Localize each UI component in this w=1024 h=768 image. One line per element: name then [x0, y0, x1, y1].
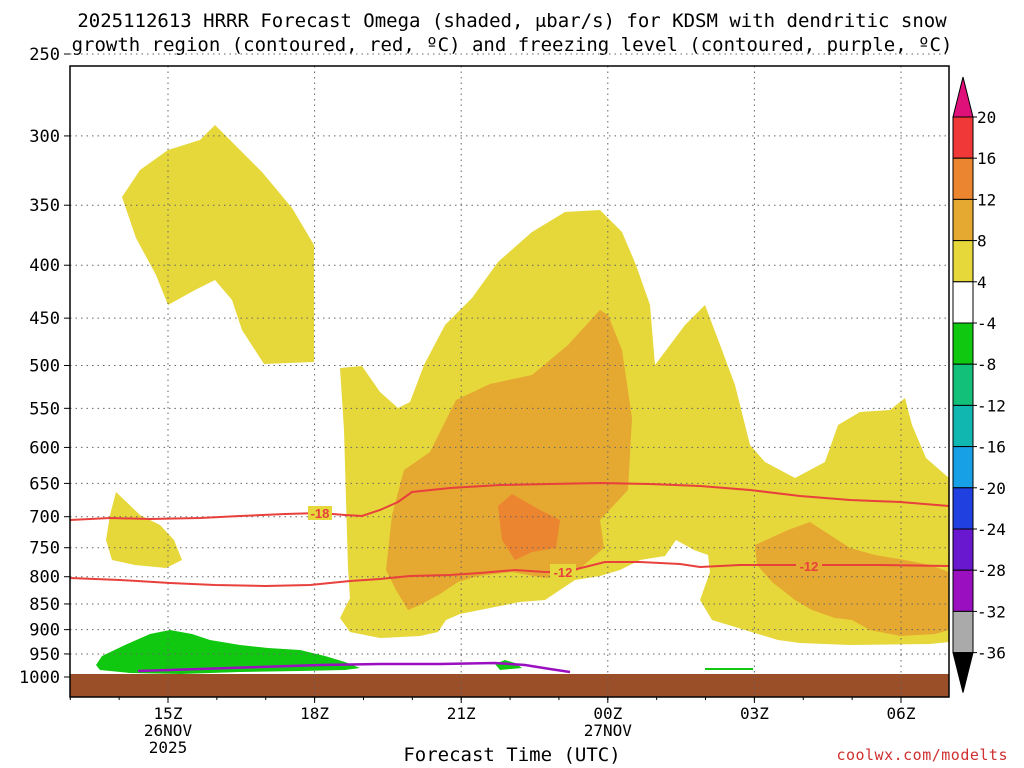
contour-label-bg-3	[796, 558, 822, 572]
credit-text: coolwx.com/modelts	[836, 746, 1008, 764]
y-tick-label: 400	[29, 256, 60, 276]
colorbar-label: -16	[977, 438, 1006, 457]
colorbar-swatch	[952, 569, 974, 612]
omega-region-orange-right	[755, 522, 949, 636]
omega-region-green-left	[96, 630, 360, 674]
x-tick-date: 27NOV	[584, 721, 633, 740]
y-tick-label: 900	[29, 621, 60, 641]
colorbar-label: 20	[977, 108, 996, 127]
y-tick-label: 450	[29, 309, 60, 329]
colorbar-label: 8	[977, 232, 987, 251]
colorbar-label: 4	[977, 273, 987, 292]
y-tick-label: 650	[29, 474, 60, 494]
contour-labels: -18 -12 -12	[308, 506, 822, 580]
colorbar-label: 12	[977, 190, 996, 209]
contour-minus-12	[69, 561, 950, 588]
y-tick-label: 800	[29, 568, 60, 588]
y-tick-label: 550	[29, 399, 60, 419]
y-tick-label: 350	[29, 196, 60, 216]
colorbar-swatch	[952, 528, 974, 571]
colorbar-label: -28	[977, 561, 1006, 580]
y-tick-label: 600	[29, 438, 60, 458]
colorbar-swatch	[952, 322, 974, 365]
y-tick-label: 850	[29, 595, 60, 615]
y-axis: 250 300 350 400 450 500 550 600 650 700 750 800 850 9…	[19, 45, 70, 688]
colorbar-label: -8	[977, 355, 996, 374]
x-tick-label: 00Z	[593, 704, 622, 723]
contour-label-minus-12-b: -12	[800, 559, 819, 574]
colorbar-swatch	[952, 363, 974, 406]
x-tick-date: 26NOV	[144, 721, 193, 740]
x-axis-label: Forecast Time (UTC)	[403, 744, 621, 766]
colorbar-swatch	[952, 610, 974, 654]
colorbar-swatch	[952, 116, 974, 159]
omega-region-green-right	[705, 668, 753, 670]
freezing-level-contour	[137, 661, 571, 674]
colorbar-swatch	[952, 198, 974, 242]
colorbar-swatch	[952, 487, 974, 530]
colorbar-label: -4	[977, 314, 996, 333]
omega-shade-12-16	[498, 494, 560, 560]
colorbar-label: -20	[977, 479, 1006, 498]
colorbar-label: -12	[977, 396, 1006, 415]
contour-minus-18	[69, 481, 950, 521]
x-tick-label: 03Z	[740, 704, 769, 723]
x-tick-label: 15Z	[154, 704, 183, 723]
x-tick-label: 06Z	[887, 704, 916, 723]
omega-region-left-mid	[106, 492, 182, 568]
x-tick-year: 2025	[149, 738, 188, 757]
y-tick-label: 250	[29, 45, 60, 65]
contour-label-minus-18: -18	[311, 506, 330, 521]
colorbar-swatch	[952, 446, 974, 489]
y-tick-label: 500	[29, 356, 60, 376]
chart-title-line-1: 2025112613 HRRR Forecast Omega (shaded, …	[77, 10, 947, 32]
colorbar: 20 16 12 8 4 -4 -8 -12 -16 -20 -24 -28 -32 -36	[952, 76, 1006, 693]
y-tick-label: 300	[29, 127, 60, 147]
colorbar-swatch	[952, 281, 974, 324]
colorbar-swatch	[952, 240, 974, 283]
colorbar-label: -32	[977, 602, 1006, 621]
plot-border	[69, 65, 950, 698]
contour-label-bg-1	[308, 506, 332, 520]
omega-region-orange-center	[386, 310, 632, 610]
y-tick-label: 750	[29, 539, 60, 559]
x-tick-label: 18Z	[300, 704, 329, 723]
colorbar-swatch	[952, 157, 974, 200]
contour-label-minus-12-a: -12	[554, 565, 573, 580]
colorbar-swatch	[952, 404, 974, 448]
omega-shade-8-12	[386, 310, 949, 636]
colorbar-top-arrow	[952, 76, 974, 118]
y-tick-label: 1000	[19, 668, 60, 688]
colorbar-label: 16	[977, 149, 996, 168]
colorbar-bottom-arrow	[952, 652, 974, 693]
ground-below-surface	[70, 674, 949, 697]
contour-label-bg-2	[550, 564, 576, 578]
chart-title-line-2: growth region (contoured, red, ºC) and f…	[71, 34, 953, 56]
y-tick-label: 950	[29, 645, 60, 665]
grid-lines	[70, 53, 949, 697]
x-tick-label: 21Z	[447, 704, 476, 723]
y-tick-label: 700	[29, 508, 60, 528]
dendritic-contours	[69, 481, 950, 588]
colorbar-label: -36	[977, 644, 1006, 663]
omega-region-upper-left	[122, 125, 314, 364]
colorbar-label: -24	[977, 520, 1006, 539]
